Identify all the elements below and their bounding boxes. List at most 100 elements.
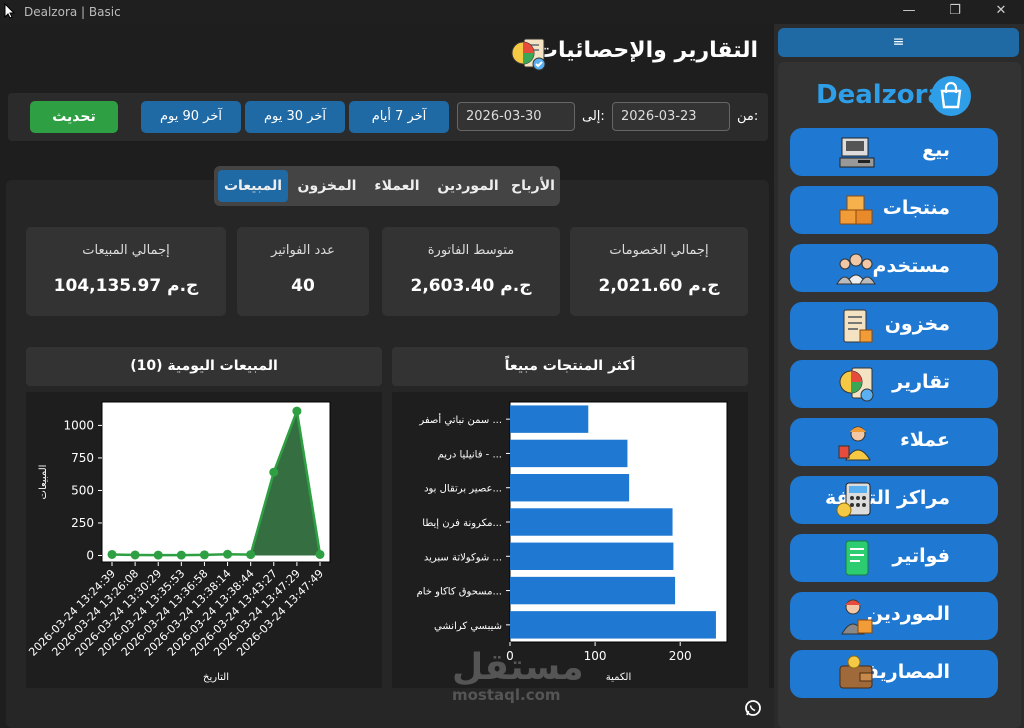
y-tick-label: 750: [71, 451, 94, 465]
sales-line: [111, 406, 322, 557]
card-value: ج.م 2,603.40: [410, 276, 532, 296]
daily-sales-heading: المبيعات اليومية (10): [26, 347, 382, 386]
card-invoice-count: عدد الفواتير 40: [237, 227, 369, 316]
sidebar-item-report[interactable]: تقارير: [790, 360, 998, 408]
card-value: ج.م 2,021.60: [598, 276, 720, 296]
card-total-discounts: إجمالي الخصومات ج.م 2,021.60: [570, 227, 748, 316]
maximize-button[interactable]: ❐: [949, 3, 961, 18]
invoice-icon: [845, 540, 869, 576]
data-point: [176, 550, 186, 560]
preset-90-days-button[interactable]: آخر 90 يوم: [141, 101, 241, 133]
close-button[interactable]: ✕: [995, 3, 1007, 18]
sidebar-item-label: الموردين: [866, 603, 950, 625]
card-label: إجمالي الخصومات: [609, 243, 709, 258]
data-point: [107, 549, 117, 559]
category-label: مكرونة فرن إيطا...: [422, 518, 502, 529]
sidebar-item-label: تقارير: [892, 371, 950, 393]
category-label: شوكولاتة سبريد ...: [424, 552, 502, 563]
report-icon: [839, 367, 874, 402]
category-label: فانيليا دريم - ...: [438, 449, 502, 460]
sidebar-item-customer[interactable]: عملاء: [790, 418, 998, 466]
bar: [510, 576, 676, 605]
card-value: ج.م 104,135.97: [53, 276, 199, 296]
card-value: 40: [291, 276, 315, 296]
card-label: متوسط الفاتورة: [427, 243, 515, 258]
top-products-chart: سمن نباتي أصفر ... فانيليا دريم - ... عصير…: [392, 392, 748, 688]
y-tick-label: 250: [71, 516, 94, 530]
watermark-arabic: مستقل: [452, 647, 584, 688]
tab-customers[interactable]: العملاء: [374, 178, 420, 194]
category-label: مسحوق كاكاو خام...: [417, 587, 502, 598]
menu-toggle-button[interactable]: ≡: [778, 28, 1019, 57]
data-point: [153, 550, 163, 560]
x-axis-label: التاريخ: [203, 672, 229, 683]
y-axis-label: المبيعات: [38, 465, 49, 500]
sidebar-item-label: عملاء: [900, 429, 950, 451]
tab-sales[interactable]: المبيعات: [218, 170, 288, 202]
bar: [510, 474, 630, 502]
supplier-icon: [841, 599, 873, 635]
minimize-button[interactable]: —: [902, 3, 916, 18]
sidebar-item-calculator[interactable]: مراكز التكلفة: [790, 476, 998, 524]
to-label: إلى:: [582, 109, 605, 124]
sidebar-item-supplier[interactable]: الموردين: [790, 592, 998, 640]
watermark-latin: mostaql.com: [452, 686, 561, 704]
sidebar-item-cash-register[interactable]: بيع: [790, 128, 998, 176]
category-label: عصير برتقال بود...: [424, 484, 502, 495]
tab-inventory[interactable]: المخزون: [297, 178, 357, 194]
page-title: التقارير والإحصائيات: [535, 38, 758, 63]
x-axis-label: الكمية: [606, 672, 632, 683]
report-icon: [511, 38, 546, 71]
sidebar-item-label: مخزون: [884, 313, 950, 335]
window-title: Dealzora | Basic: [24, 5, 121, 19]
top-products-heading: أكثر المنتجات مبيعاً: [392, 347, 748, 386]
sales-area: [112, 411, 320, 556]
whatsapp-icon[interactable]: [744, 699, 762, 717]
bar: [510, 542, 674, 570]
window-titlebar: Dealzora | Basic — ❐ ✕: [0, 0, 1024, 24]
watermark: مستقل mostaql.com: [452, 647, 584, 705]
sidebar-item-boxes[interactable]: منتجات: [790, 186, 998, 234]
preset-30-days-button[interactable]: آخر 30 يوم: [245, 101, 345, 133]
preset-7-days-button[interactable]: آخر 7 أيام: [349, 101, 449, 133]
sidebar-item-users[interactable]: مستخدم: [790, 244, 998, 292]
y-tick-label: 0: [86, 548, 94, 562]
card-label: إجمالي المبيعات: [82, 243, 170, 258]
data-point: [292, 406, 302, 416]
bar: [510, 439, 628, 468]
category-label: شيبسي كرانشي: [434, 621, 502, 632]
sidebar-item-invoice[interactable]: فواتير: [790, 534, 998, 582]
card-avg-invoice: متوسط الفاتورة ج.م 2,603.40: [382, 227, 560, 316]
data-point: [223, 549, 233, 559]
tab-profits[interactable]: الأرباح: [511, 178, 555, 194]
bar: [510, 508, 673, 536]
sidebar-item-wallet[interactable]: المصاريف: [790, 650, 998, 698]
x-tick-label: 200: [669, 649, 692, 663]
card-label: عدد الفواتير: [271, 243, 335, 258]
sidebar-item-label: بيع: [922, 139, 950, 161]
category-label: سمن نباتي أصفر ...: [418, 413, 502, 426]
wallet-icon: [839, 655, 873, 689]
data-point: [199, 550, 209, 560]
sidebar-item-label: منتجات: [882, 197, 950, 219]
shopping-bag-icon: [931, 76, 971, 116]
card-total-sales: إجمالي المبيعات ج.م 104,135.97: [26, 227, 226, 316]
app-cursor-icon: [4, 2, 18, 19]
calculator-icon: [836, 482, 871, 518]
sidebar-item-inventory[interactable]: مخزون: [790, 302, 998, 350]
cash-register-icon: [839, 137, 875, 168]
y-tick-label: 500: [71, 483, 94, 497]
brand-name: Dealzora: [816, 80, 946, 110]
tab-suppliers[interactable]: الموردين: [437, 178, 499, 194]
bar: [510, 405, 589, 433]
y-tick-label: 1000: [63, 418, 94, 432]
boxes-icon: [839, 195, 873, 225]
from-date-input[interactable]: 2026-03-23: [612, 102, 730, 131]
data-point: [130, 550, 140, 560]
x-tick-label: 100: [584, 649, 607, 663]
refresh-button[interactable]: تحديث: [30, 101, 118, 133]
bar: [510, 611, 716, 639]
sidebar-item-label: فواتير: [892, 545, 950, 567]
to-date-input[interactable]: 2026-03-30: [457, 102, 575, 131]
data-point: [246, 550, 256, 560]
